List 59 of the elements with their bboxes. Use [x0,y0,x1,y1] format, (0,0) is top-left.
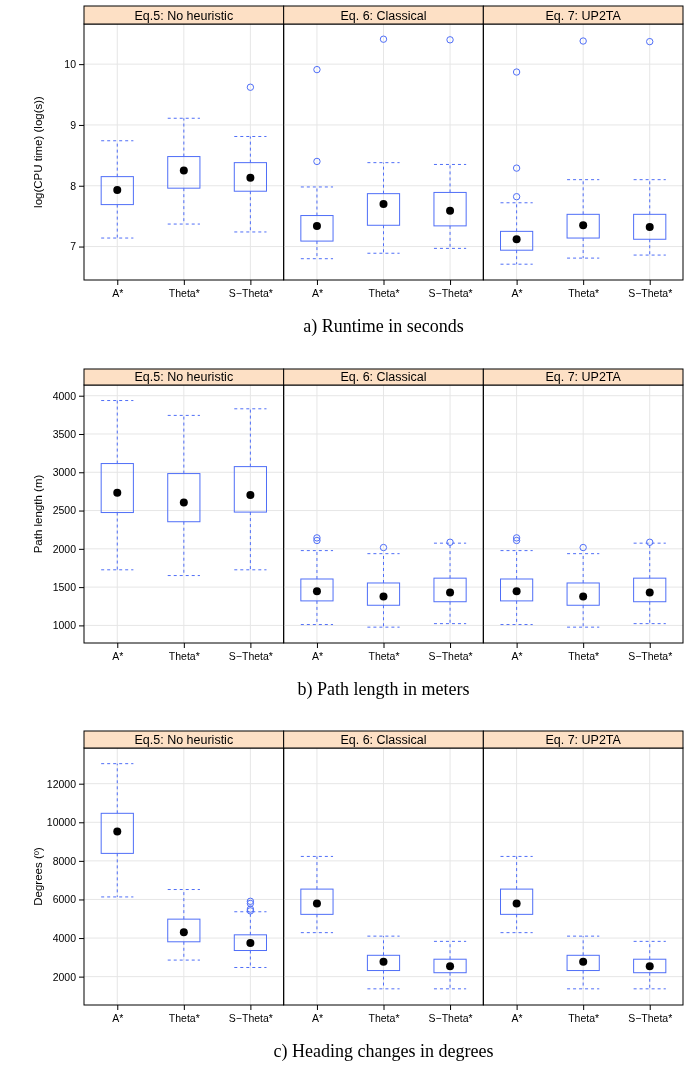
x-tick-label: S−Theta* [428,1012,473,1025]
y-tick-label: 3000 [52,466,77,479]
x-tick-label: Theta* [168,287,200,300]
chart-title: Eq. 6: Classical [340,370,427,384]
x-tick-label: Theta* [368,650,400,663]
y-tick-label: 12000 [46,777,77,790]
chart-title: Eq. 7: UP2TA [545,733,622,747]
x-tick-label: Theta* [368,1012,400,1025]
x-tick-label: S−Theta* [228,650,273,663]
x-tick-label: A* [311,1012,323,1025]
y-tick-label: 8000 [52,854,77,867]
x-tick-label: A* [112,1012,124,1025]
text: c) Heading changes in degrees [273,1041,494,1062]
y-tick-label: 9 [70,118,77,131]
x-tick-label: A* [112,650,124,663]
x-tick-label: Theta* [368,287,400,300]
x-tick-label: S−Theta* [228,1012,273,1025]
x-tick-label: Theta* [168,1012,200,1025]
y-tick-label: 1500 [52,580,77,593]
x-tick-label: S−Theta* [628,287,673,300]
chart-title: Eq. 7: UP2TA [545,9,622,23]
chart-title: Eq. 6: Classical [340,733,427,747]
x-tick-label: S−Theta* [628,1012,673,1025]
y-tick-label: 1000 [52,619,77,632]
chart-title: Eq.5: No heuristic [134,733,234,747]
x-tick-label: S−Theta* [228,287,273,300]
x-tick-label: S−Theta* [428,650,473,663]
y-axis-title: Path length (m) [32,474,44,554]
x-tick-label: A* [112,287,124,300]
x-tick-label: S−Theta* [628,650,673,663]
x-tick-label: S−Theta* [428,287,473,300]
y-tick-label: 2000 [52,970,77,983]
y-tick-label: 6000 [52,893,77,906]
chart-title: Eq. 6: Classical [340,9,427,23]
y-tick-label: 10 [64,57,77,70]
x-tick-label: A* [311,650,323,663]
y-tick-label: 7 [70,240,77,253]
chart-title: Eq.5: No heuristic [134,370,234,384]
x-tick-label: A* [511,287,523,300]
y-tick-label: 4000 [52,389,77,402]
x-tick-label: Theta* [168,650,200,663]
y-tick-label: 2500 [52,504,77,517]
x-tick-label: A* [311,287,323,300]
y-tick-label: 4000 [52,931,77,944]
y-tick-label: 2000 [52,542,77,555]
text: a) Runtime in seconds [303,316,464,337]
x-tick-label: Theta* [568,287,600,300]
chart-title: Eq.5: No heuristic [134,9,234,23]
x-tick-label: A* [511,650,523,663]
text: b) Path length in meters [297,679,470,700]
x-tick-label: A* [511,1012,523,1025]
y-axis-title: Degrees (º) [32,847,44,906]
chart-title: Eq. 7: UP2TA [545,370,622,384]
y-tick-label: 10000 [46,816,77,829]
y-tick-label: 8 [70,179,77,192]
y-axis-title: log(CPU time) (log(s)) [32,95,44,208]
x-tick-label: Theta* [568,650,600,663]
x-tick-label: Theta* [568,1012,600,1025]
y-tick-label: 3500 [52,427,77,440]
